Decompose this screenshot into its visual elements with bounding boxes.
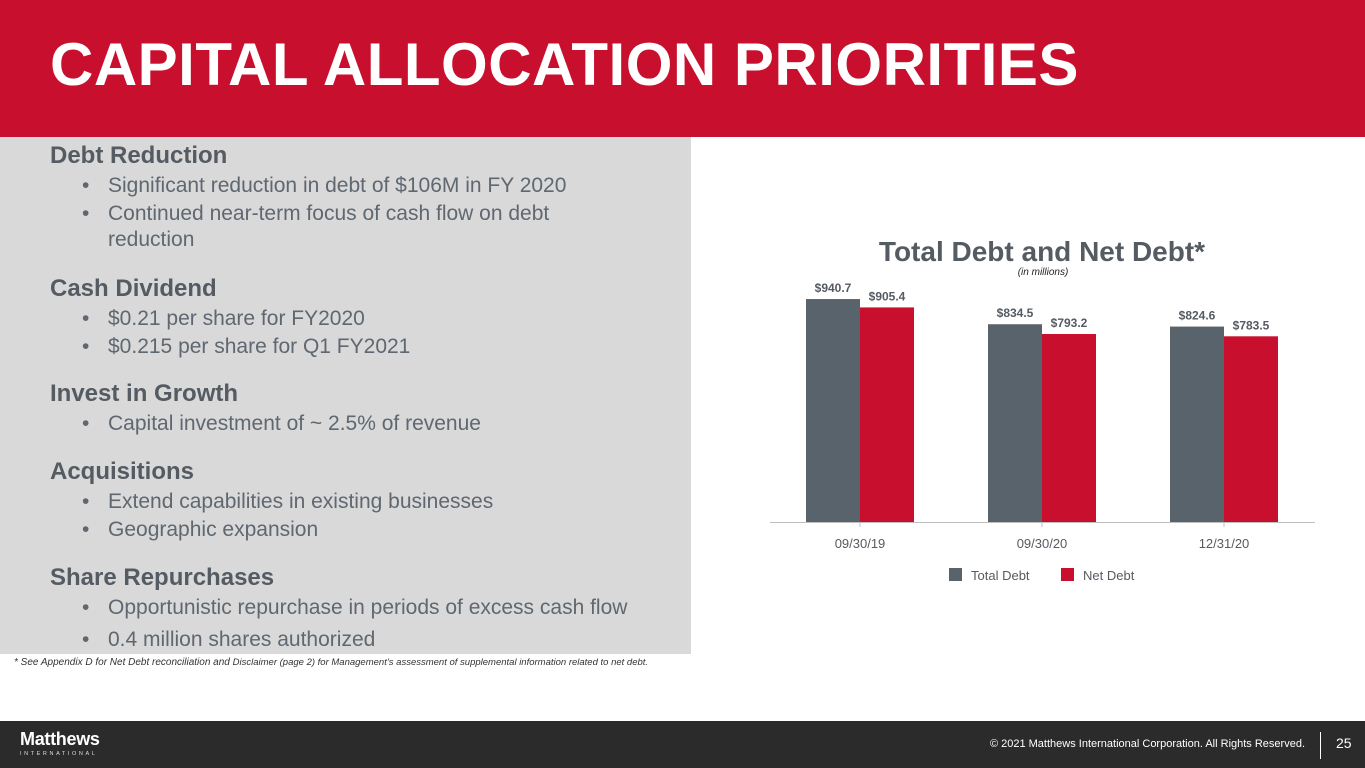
bullet-item: • Geographic expansion <box>82 518 319 541</box>
data-label: $940.7 <box>815 281 852 295</box>
section-title: Share Repurchases <box>50 564 275 591</box>
x-tick-label: 09/30/19 <box>835 536 886 551</box>
chart-subtitle: (in millions) <box>1018 267 1069 278</box>
bullet-icon: • <box>82 628 90 651</box>
data-label: $824.6 <box>1179 309 1216 323</box>
legend-swatch-total-debt <box>949 568 962 581</box>
priorities-panel <box>0 137 691 654</box>
data-label: $905.4 <box>869 289 906 303</box>
section-invest-in-growth: Invest in Growth • Capital investment of … <box>50 380 481 437</box>
legend-label: Net Debt <box>1083 568 1135 583</box>
bullet-icon: • <box>82 412 90 435</box>
legend-label: Total Debt <box>971 568 1030 583</box>
debt-chart: Total Debt and Net Debt*(in millions) $94… <box>770 236 1315 583</box>
footnote-text: * See Appendix D for Net Debt reconcilia… <box>14 657 233 668</box>
bullet-icon: • <box>82 202 90 225</box>
chart-title: Total Debt and Net Debt* <box>879 236 1205 267</box>
footnote-text-continued: Disclaimer (page 2) for Management’s ass… <box>232 657 649 668</box>
section-cash-dividend: Cash Dividend • $0.21 per share for FY202… <box>50 275 410 360</box>
bullet-item: • Continued near-term focus of cash flow … <box>82 202 550 225</box>
section-debt-reduction: Debt Reduction • Significant reduction in… <box>50 142 566 253</box>
footnote: * See Appendix D for Net Debt reconcilia… <box>14 657 648 668</box>
section-title: Invest in Growth <box>50 380 239 407</box>
bar-net-debt <box>1042 334 1096 522</box>
bullet-icon: • <box>82 174 90 197</box>
bullet-item: • Capital investment of ~ 2.5% of revenue <box>82 412 481 435</box>
bullet-item: • 0.4 million shares authorized <box>82 628 376 651</box>
section-share-repurchases: Share Repurchases • Opportunistic repurch… <box>50 564 627 653</box>
matthews-logo: Matthews INTERNATIONAL <box>20 729 100 759</box>
section-acquisitions: Acquisitions • Extend capabilities in exi… <box>50 458 493 543</box>
bullet-icon: • <box>82 596 90 619</box>
section-title: Acquisitions <box>50 458 195 485</box>
bar-net-debt <box>1224 336 1278 522</box>
bullet-icon: • <box>82 307 90 330</box>
bullet-item: • $0.215 per share for Q1 FY2021 <box>82 335 411 358</box>
bar-net-debt <box>860 307 914 522</box>
bullet-item: • $0.21 per share for FY2020 <box>82 307 365 330</box>
page-number: 25 <box>1336 735 1352 751</box>
data-label: $793.2 <box>1051 316 1088 330</box>
bullet-icon: • <box>82 335 90 358</box>
footer-divider <box>1320 732 1321 759</box>
bar-total-debt <box>1170 326 1224 522</box>
logo-word: Matthews <box>20 729 100 749</box>
bullet-item: • Significant reduction in debt of $106M … <box>82 174 567 197</box>
footer-bar: Matthews INTERNATIONAL © 2021 Matthews I… <box>0 721 1365 768</box>
section-title: Debt Reduction <box>50 142 228 169</box>
data-label: $783.5 <box>1233 318 1270 332</box>
bullet-icon: • <box>82 518 90 541</box>
bullet-item: • Opportunistic repurchase in periods of … <box>82 596 628 619</box>
x-tick-label: 12/31/20 <box>1199 536 1250 551</box>
bar-total-debt <box>988 324 1042 522</box>
copyright-text: © 2021 Matthews International Corporatio… <box>989 738 1305 750</box>
bullet-icon: • <box>82 490 90 513</box>
x-tick-label: 09/30/20 <box>1017 536 1068 551</box>
bar-total-debt <box>806 299 860 522</box>
bullet-item: • Extend capabilities in existing busines… <box>82 490 494 513</box>
legend-swatch-net-debt <box>1061 568 1074 581</box>
title-bar: CAPITAL ALLOCATION PRIORITIES <box>0 0 1365 137</box>
section-title: Cash Dividend <box>50 275 217 302</box>
data-label: $834.5 <box>997 306 1034 320</box>
logo-subtitle: INTERNATIONAL <box>20 751 98 757</box>
bullet-item-continuation: reduction <box>108 228 195 251</box>
page-title: CAPITAL ALLOCATION PRIORITIES <box>50 31 1079 98</box>
